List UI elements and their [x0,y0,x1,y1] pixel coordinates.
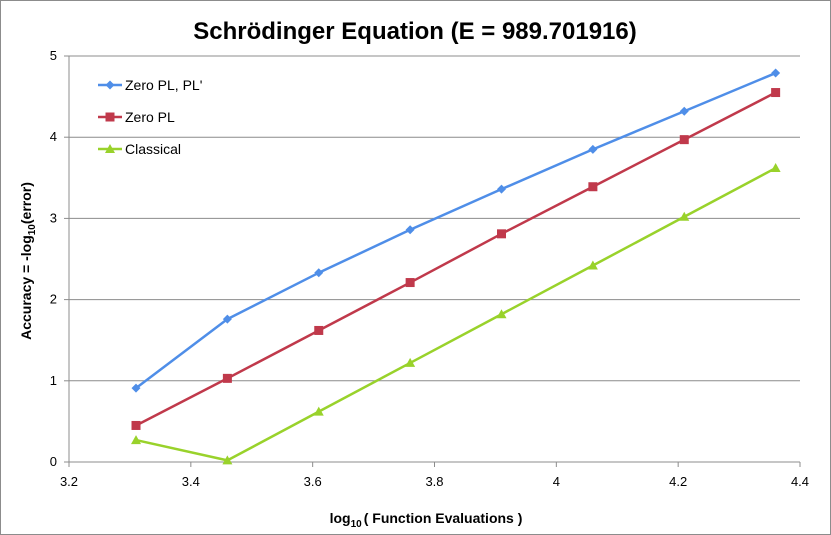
legend-item: Zero PL, PL' [98,77,202,93]
series-1 [131,68,781,393]
legend-marker [105,80,115,90]
data-point [588,144,598,154]
y-tick-label: 0 [50,454,57,469]
y-axis-label: Accuracy = -log10(error) [18,182,38,340]
data-point [131,435,142,445]
data-point [405,278,415,288]
data-point [497,184,507,194]
data-point [679,211,690,221]
x-tick-label: 4 [553,474,560,489]
y-tick-label: 1 [50,373,57,388]
data-point [588,182,598,192]
chart-title: Schrödinger Equation (E = 989.701916) [193,18,636,45]
x-tick-label: 3.6 [304,474,322,489]
legend-label: Classical [125,141,181,157]
y-tick-label: 2 [50,292,57,307]
legend-label: Zero PL [125,109,175,125]
tick-labels: 0 1 2 3 4 5 3.2 3.4 3.6 3.8 4 4.2 4.4 [50,48,809,489]
legend-marker [105,144,115,153]
x-tick-label: 4.2 [669,474,687,489]
data-point [497,229,507,239]
x-axis-label: log10( Function Evaluations ) [330,510,523,530]
data-point [222,373,232,383]
series-3 [131,163,781,465]
data-point [131,383,141,393]
data-point [405,357,416,367]
data-point [405,225,415,235]
data-point [222,314,232,324]
legend-marker [105,112,115,122]
data-point [771,88,781,98]
series-line [135,71,777,390]
legend-item: Zero PL [98,109,175,125]
series-line [135,166,777,462]
data-point [314,325,324,335]
data-point [314,268,324,278]
data-point [313,406,324,416]
axes [64,55,801,467]
series-2 [131,88,781,430]
y-tick-label: 4 [50,129,57,144]
y-tick-label: 3 [50,210,57,225]
data-point [222,455,233,465]
data-point [131,420,141,430]
x-tick-label: 3.4 [182,474,200,489]
x-tick-label: 4.4 [791,474,809,489]
data-point [587,260,598,270]
y-tick-label: 5 [50,48,57,63]
x-tick-label: 3.8 [425,474,443,489]
data-point [771,68,781,78]
legend-label: Zero PL, PL' [125,77,202,93]
legend-item: Classical [98,141,181,157]
legend: Zero PL, PL' Zero PL Classical [98,77,202,157]
x-tick-label: 3.2 [60,474,78,489]
series-line [135,91,777,427]
data-point [496,309,507,319]
data-point [770,163,781,173]
data-point [679,135,689,145]
data-point [679,106,689,116]
series-group [131,68,781,465]
